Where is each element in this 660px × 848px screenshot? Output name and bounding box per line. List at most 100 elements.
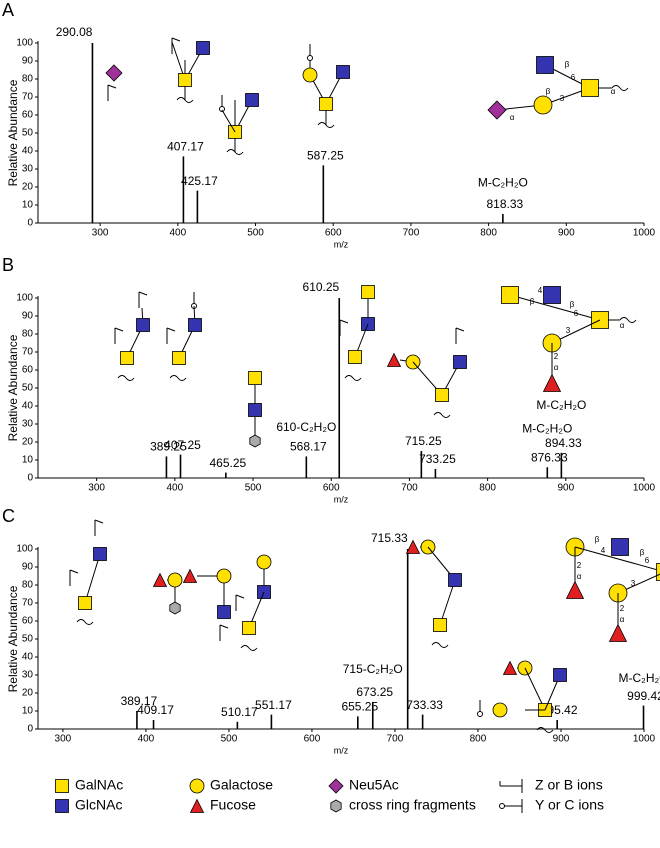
- glycan-diamond: [329, 779, 343, 793]
- linkage-label: 2: [554, 352, 559, 361]
- linkage-label: α: [510, 113, 515, 122]
- glycan-diamond: [488, 101, 506, 119]
- x-tick-label: 600: [304, 734, 321, 745]
- y-tick-label: 50: [22, 383, 34, 394]
- x-tick-label: 400: [166, 483, 183, 494]
- y-tick-label: 50: [22, 128, 34, 139]
- peak-label: 425.17: [181, 174, 218, 188]
- glycan-square: [449, 574, 462, 587]
- linkage-label: β: [546, 87, 551, 96]
- y-tick-label: 60: [22, 110, 34, 121]
- glycan-hexagon: [250, 435, 260, 447]
- reducing-end: [241, 646, 257, 651]
- linkage: [115, 328, 123, 331]
- peak-label: 290.08: [56, 25, 93, 39]
- x-axis-label: m/z: [334, 494, 349, 504]
- x-tick-label: 500: [245, 483, 262, 494]
- glycan-triangle: [610, 625, 627, 642]
- linkage-label: β: [565, 60, 570, 69]
- glycan-square: [249, 404, 262, 417]
- reducing-end: [170, 376, 186, 381]
- y-tick-label: 20: [22, 688, 34, 699]
- linkage: [167, 328, 175, 331]
- reducing-end: [345, 376, 361, 381]
- glycan-square: [537, 57, 554, 74]
- x-tick-label: 300: [88, 483, 105, 494]
- peak-label: 818.33: [487, 197, 524, 211]
- glycan-square: [436, 389, 449, 402]
- y-tick-label: 10: [22, 455, 34, 466]
- annotation: M-C₂H₂O: [522, 422, 572, 436]
- glycan-triangle: [388, 354, 401, 367]
- legend-label: Galactose: [210, 777, 273, 793]
- peak-label: 673.25: [356, 685, 393, 699]
- glycan-square: [657, 564, 660, 581]
- linkage-label: 4: [538, 286, 543, 295]
- y-tick-label: 100: [16, 293, 33, 304]
- x-tick-label: 1000: [633, 483, 656, 494]
- y-tick-label: 80: [22, 329, 34, 340]
- glycan-square: [79, 597, 92, 610]
- linkage-label: α: [577, 572, 582, 581]
- glycan-triangle: [154, 574, 167, 587]
- linkage: [108, 85, 116, 88]
- ion-pin: [478, 712, 483, 717]
- glycan-triangle: [544, 375, 561, 392]
- y-tick-label: 70: [22, 598, 34, 609]
- glycan-square: [544, 287, 561, 304]
- linkage-label: 2: [620, 604, 625, 613]
- linkage: [95, 520, 103, 523]
- x-tick-label: 400: [138, 734, 155, 745]
- y-tick-label: 80: [22, 580, 34, 591]
- legend-label: Neu5Ac: [349, 777, 399, 793]
- glycan-square: [243, 622, 256, 635]
- linkage: [456, 328, 464, 331]
- reducing-end: [434, 413, 450, 418]
- x-tick-label: 1000: [633, 228, 656, 239]
- x-tick-label: 1000: [633, 734, 656, 745]
- annotation: 610-C₂H₂O: [276, 420, 336, 434]
- y-tick-label: 50: [22, 634, 34, 645]
- glycan-square: [246, 94, 259, 107]
- y-tick-label: 80: [22, 74, 34, 85]
- x-tick-label: 800: [470, 734, 487, 745]
- peak-label: 733.25: [419, 452, 456, 466]
- linkage: [172, 38, 180, 41]
- annotation: M-C₂H₂O: [478, 176, 528, 190]
- ion-pin: [308, 56, 313, 61]
- y-tick-label: 70: [22, 92, 34, 103]
- x-tick-label: 500: [221, 734, 238, 745]
- legend-label: GlcNAc: [75, 797, 122, 813]
- linkage: [139, 292, 147, 295]
- peak-label: 407.17: [167, 140, 204, 154]
- linkage-label: 6: [645, 556, 650, 565]
- x-tick-label: 300: [92, 228, 109, 239]
- glycan-triangle: [567, 582, 584, 599]
- glycan-square: [189, 319, 202, 332]
- y-tick-label: 100: [16, 544, 33, 555]
- linkage: [70, 570, 78, 573]
- glycan-square: [554, 669, 567, 682]
- glycan-triangle: [184, 570, 197, 583]
- x-tick-label: 600: [323, 483, 340, 494]
- reducing-end: [432, 643, 448, 648]
- glycan-square: [179, 74, 192, 87]
- legend-label: cross ring fragments: [349, 797, 476, 813]
- legend-label: Z or B ions: [535, 777, 603, 793]
- glycan-square: [582, 80, 599, 97]
- glycan-hexagon: [331, 800, 341, 812]
- glycan-square: [56, 800, 69, 813]
- linkage-label: α: [620, 321, 625, 330]
- glycan-square: [434, 619, 447, 632]
- x-tick-label: 400: [170, 228, 187, 239]
- annotation: M-C₂H₂O: [536, 398, 586, 412]
- peak-label: 568.17: [290, 440, 327, 454]
- linkage: [340, 320, 348, 323]
- y-tick-label: 40: [22, 401, 34, 412]
- y-tick-label: 30: [22, 419, 34, 430]
- x-tick-label: 500: [247, 228, 264, 239]
- peak-label: 733.33: [406, 698, 443, 712]
- glycan-square: [121, 352, 134, 365]
- linkage-label: β: [570, 300, 575, 309]
- panel-label: B: [2, 255, 14, 275]
